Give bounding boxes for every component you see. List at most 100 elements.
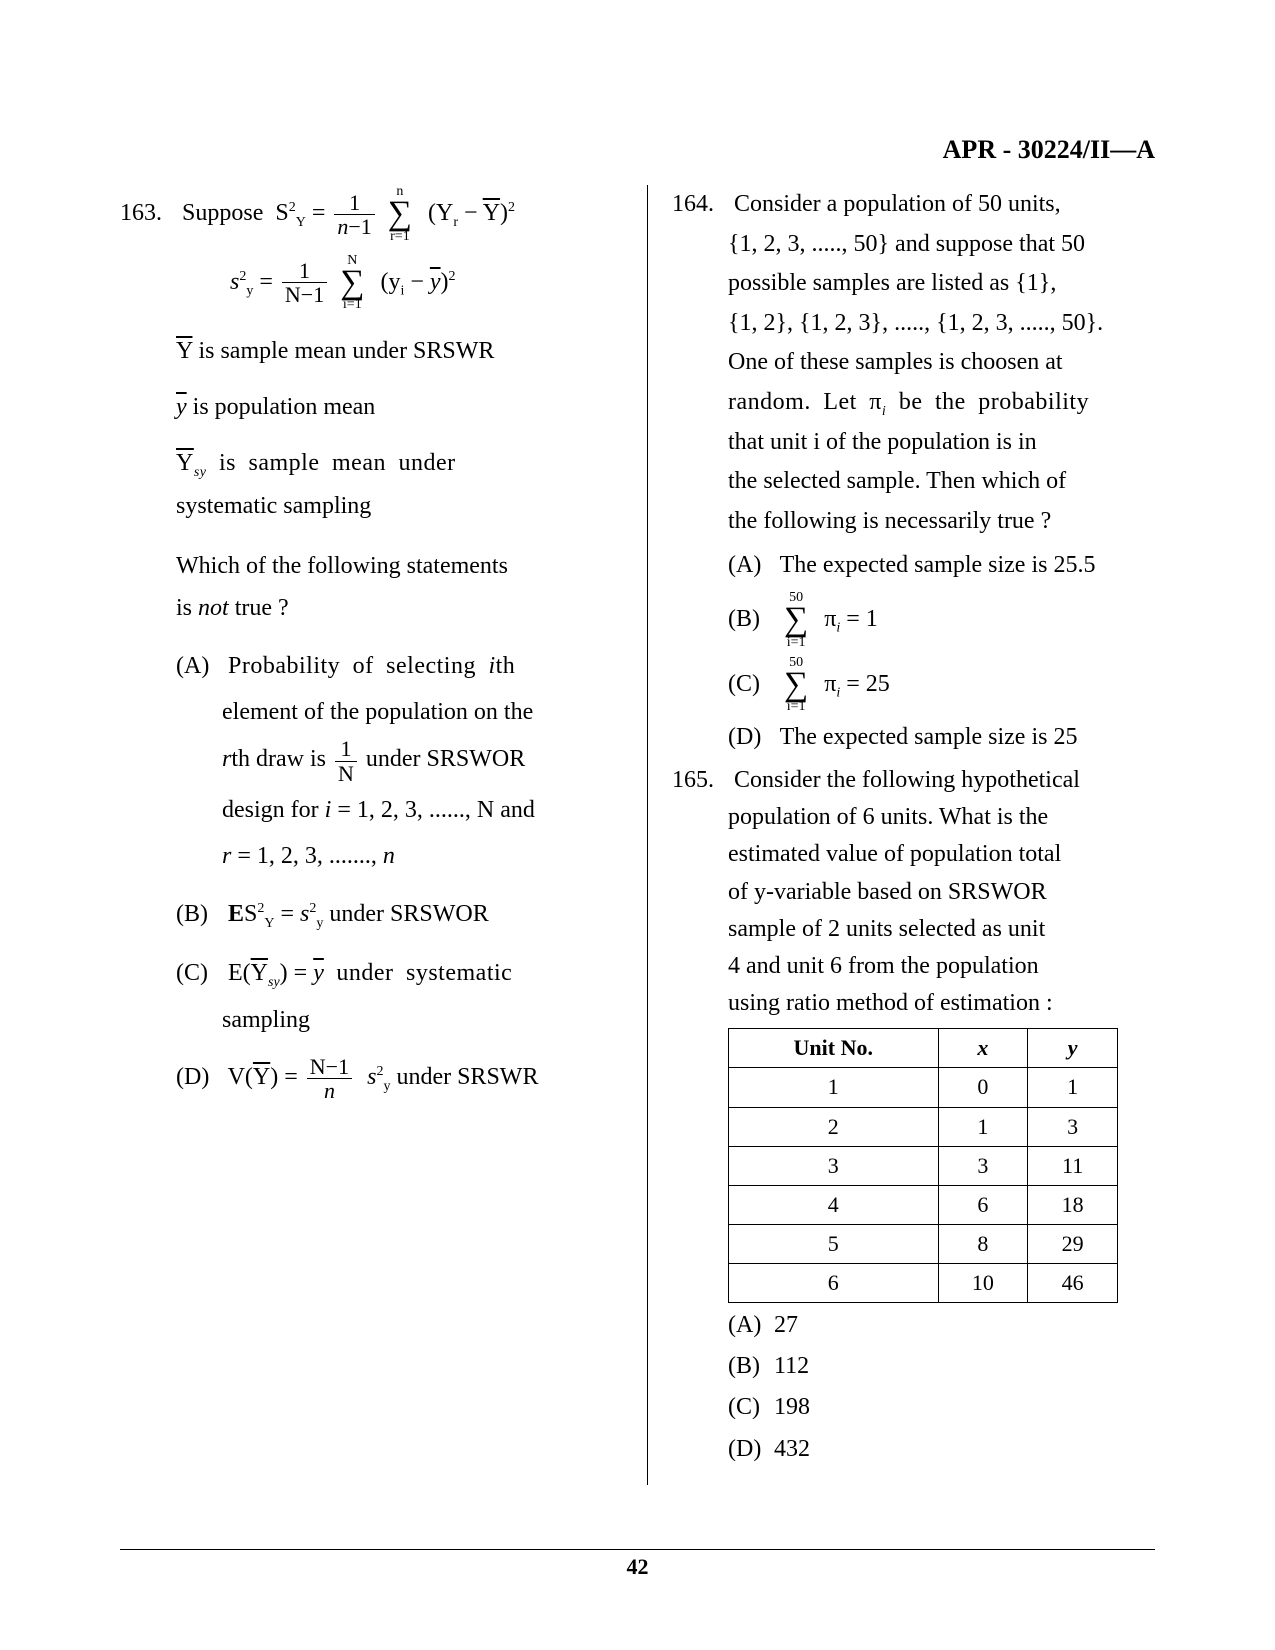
a-l3b: under SRSWOR [366, 747, 525, 773]
ysy: Y [176, 450, 194, 476]
two-column-layout: 163. Suppose S2Y = 1n−1 n∑r=1 (Yr − Y)2 … [120, 185, 1175, 1485]
opt-a-label: (A) [176, 645, 222, 687]
c: 1 [1028, 1068, 1118, 1107]
q164-d-text: The expected sample size is 25 [780, 724, 1078, 750]
c-mid: ) = [280, 960, 314, 986]
b-post: under SRSWOR [323, 901, 488, 927]
f1-sum-bot: r=1 [388, 230, 412, 244]
f2-den-n: N [285, 282, 301, 307]
f1-tpo: ) [500, 200, 508, 226]
b-pre: E [228, 901, 244, 927]
q163-formula1: S2Y = 1n−1 n∑r=1 (Yr − Y)2 [269, 200, 515, 226]
q164-body-0: Consider a population of 50 units, [734, 191, 1061, 217]
q165-option-c: (C)198 [672, 1389, 1175, 1426]
f1-sub: Y [296, 215, 306, 230]
q163-prompt-a: Which of the following statements [120, 545, 623, 587]
q164-body-4: One of these samples is choosen at [672, 343, 1175, 383]
q165-c-t: 198 [774, 1394, 810, 1420]
opt-a-line1: Probability of selecting ith [228, 653, 515, 679]
q164-body-pi: random. Let πi be the probability [672, 383, 1175, 423]
f1-den-n: n [337, 214, 348, 239]
f1-den: n−1 [334, 215, 374, 238]
d-ssup: 2 [376, 1064, 383, 1079]
a-l1: Probability of selecting [228, 653, 488, 679]
q165-b-t: 112 [774, 1353, 809, 1379]
b-s2: s [300, 901, 309, 927]
a-l1i: i [488, 653, 495, 679]
q165-c-l: (C) [728, 1389, 774, 1426]
opt-a-line2: element of the population on the [120, 691, 623, 733]
q164-option-a: (A) The expected sample size is 25.5 [672, 546, 1175, 586]
d-pre: V( [228, 1064, 253, 1090]
q165-d-t: 432 [774, 1436, 810, 1462]
c: 11 [1028, 1146, 1118, 1185]
a-fd: N [335, 762, 357, 785]
bsumbot: i=1 [784, 636, 808, 650]
d-bar: Y [253, 1064, 270, 1090]
q165-data-table: Unit No. x y 101 213 3311 4618 5829 6104… [728, 1028, 1118, 1303]
f1-tp: (Y [428, 200, 453, 226]
c: 6 [938, 1185, 1028, 1224]
pb-ital: not [198, 595, 229, 621]
c-posta: under systematic [324, 960, 512, 986]
q163-option-c: (C) E(Ysy) = y under systematic [120, 952, 623, 995]
ceq: = 25 [840, 671, 890, 697]
f2-frac: 1N−1 [282, 259, 327, 306]
sigma-icon: ∑ [784, 670, 808, 701]
q165-body-6: using ratio method of estimation : [672, 985, 1175, 1022]
c: 46 [1028, 1263, 1118, 1302]
a-l3i: r [222, 747, 231, 773]
a-l1p: th [496, 653, 516, 679]
q165-body-0: Consider the following hypothetical [734, 767, 1080, 793]
q164-a-label: (A) [728, 546, 774, 586]
c: 6 [729, 1263, 939, 1302]
left-column: 163. Suppose S2Y = 1n−1 n∑r=1 (Yr − Y)2 … [120, 185, 647, 1485]
f2-den: N−1 [282, 283, 327, 306]
opt-d-label: (D) [176, 1056, 222, 1098]
q163-option-a: (A) Probability of selecting ith [120, 645, 623, 687]
opt-a-line5: r = 1, 2, 3, ......., n [120, 835, 623, 877]
q163-def3b: systematic sampling [120, 485, 623, 527]
q164-body-1: {1, 2, 3, ....., 50} and suppose that 50 [672, 225, 1175, 265]
b-s2sup: 2 [309, 901, 316, 916]
c: 1 [729, 1068, 939, 1107]
f1-frac: 1n−1 [334, 191, 374, 238]
f2-tpo: ) [441, 268, 449, 294]
q165-body-5: 4 and unit 6 from the population [672, 948, 1175, 985]
f1-tsup: 2 [508, 200, 515, 215]
q165-body-1: population of 6 units. What is the [672, 799, 1175, 836]
opt-c-label: (C) [176, 952, 222, 994]
f2-sub: y [246, 283, 253, 298]
q164-option-c: (C) 50∑i=1 πi = 25 [672, 656, 1175, 715]
csumbot: i=1 [784, 700, 808, 714]
q163-def2: y is population mean [120, 386, 623, 428]
opt-c-line2: sampling [120, 999, 623, 1041]
q164-body2-2: the following is necessarily true ? [672, 502, 1175, 542]
page-number: 42 [0, 1554, 1275, 1580]
bottom-rule [120, 1549, 1155, 1550]
b-eq: = [275, 901, 301, 927]
q163-def1: Y is sample mean under SRSWR [120, 330, 623, 372]
ybar: y [176, 394, 187, 420]
col-unit: Unit No. [729, 1029, 939, 1068]
q163-formula2: s2y = 1N−1 N∑i=1 (yi − y)2 [230, 254, 623, 313]
f2-sup: 2 [239, 268, 246, 283]
pb-post: true ? [229, 595, 289, 621]
f1-tb: Y [483, 200, 500, 226]
q165-b-l: (B) [728, 1348, 774, 1385]
f2-den-t: −1 [301, 282, 324, 307]
d-mid: ) = [270, 1064, 304, 1090]
q165-option-b: (B)112 [672, 1348, 1175, 1385]
a-frac: 1N [335, 737, 357, 784]
q165-body-4: sample of 2 units selected as unit [672, 911, 1175, 948]
q163-option-d: (D) V(Y) = N−1n s2y under SRSWR [120, 1055, 623, 1102]
q164-body2-1: the selected sample. Then which of [672, 462, 1175, 502]
paper-code-header: APR - 30224/II—A [943, 135, 1155, 165]
pb-pre: is [176, 595, 198, 621]
b-s1sub: Y [264, 915, 274, 930]
d-num: N−1 [307, 1055, 352, 1079]
ybar-text: is population mean [193, 394, 376, 420]
f2-tb: y [430, 268, 441, 294]
c-pre: E( [228, 960, 251, 986]
f1-num: 1 [334, 191, 374, 215]
